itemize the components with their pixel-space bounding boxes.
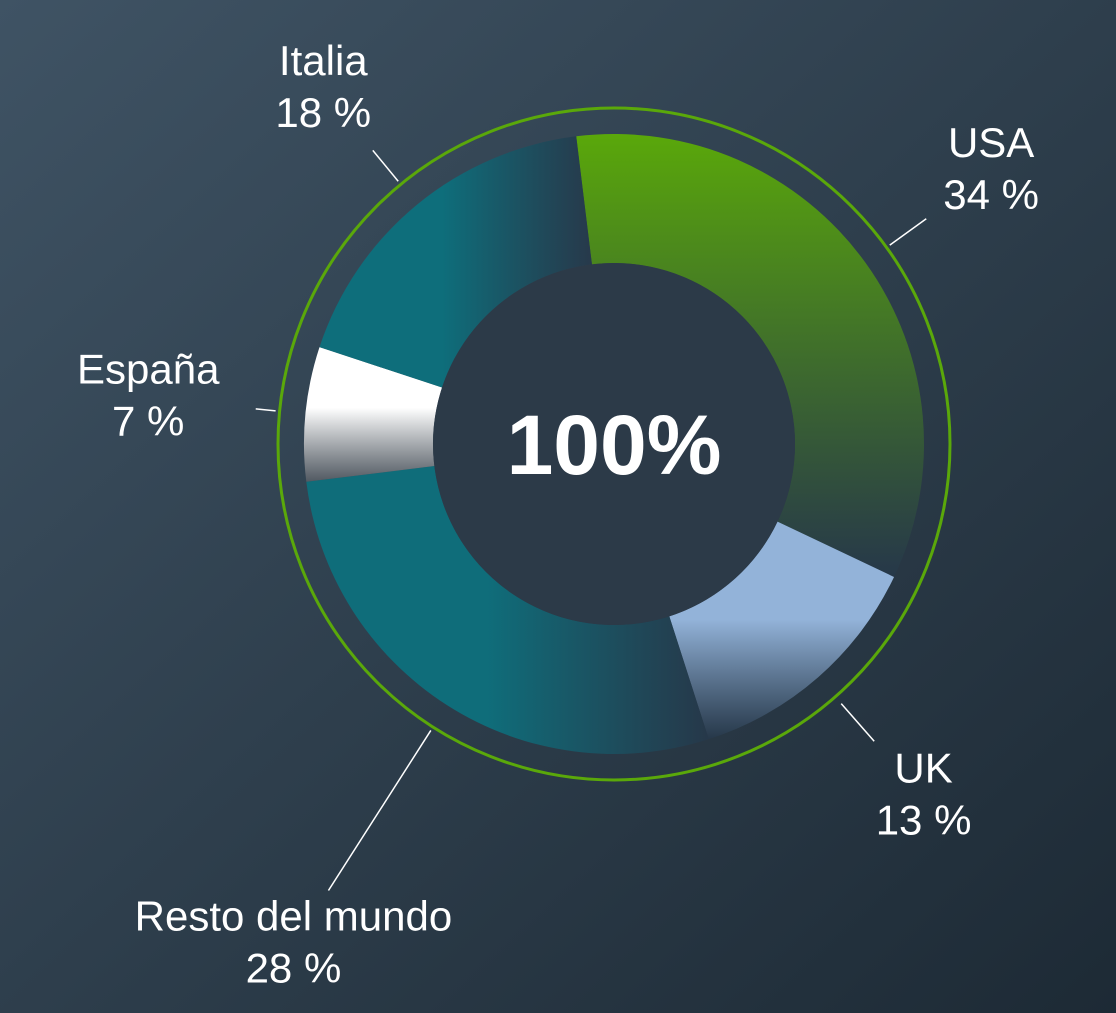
category-label: UK [894, 745, 952, 792]
outer-ring [276, 106, 952, 782]
donut-segment [669, 521, 895, 740]
donut-segment [304, 347, 443, 482]
leader-line [889, 218, 927, 246]
leader-line [840, 703, 875, 742]
leader-line [327, 730, 432, 891]
leader-line [255, 408, 276, 412]
category-label: USA [948, 119, 1034, 166]
donut-hole [433, 263, 795, 625]
value-label: 34 % [943, 171, 1039, 218]
donut-segment [306, 466, 709, 754]
donut-segment [319, 136, 592, 388]
center-label: 100% [507, 398, 722, 492]
category-label: España [77, 345, 220, 392]
value-label: 7 % [112, 397, 184, 444]
value-label: 13 % [876, 797, 972, 844]
category-label: Resto del mundo [135, 892, 453, 939]
donut-segment [576, 134, 924, 577]
leader-line [372, 149, 399, 182]
value-label: 28 % [246, 944, 342, 991]
category-label: Italia [279, 37, 368, 84]
value-label: 18 % [275, 89, 371, 136]
donut [276, 106, 952, 782]
